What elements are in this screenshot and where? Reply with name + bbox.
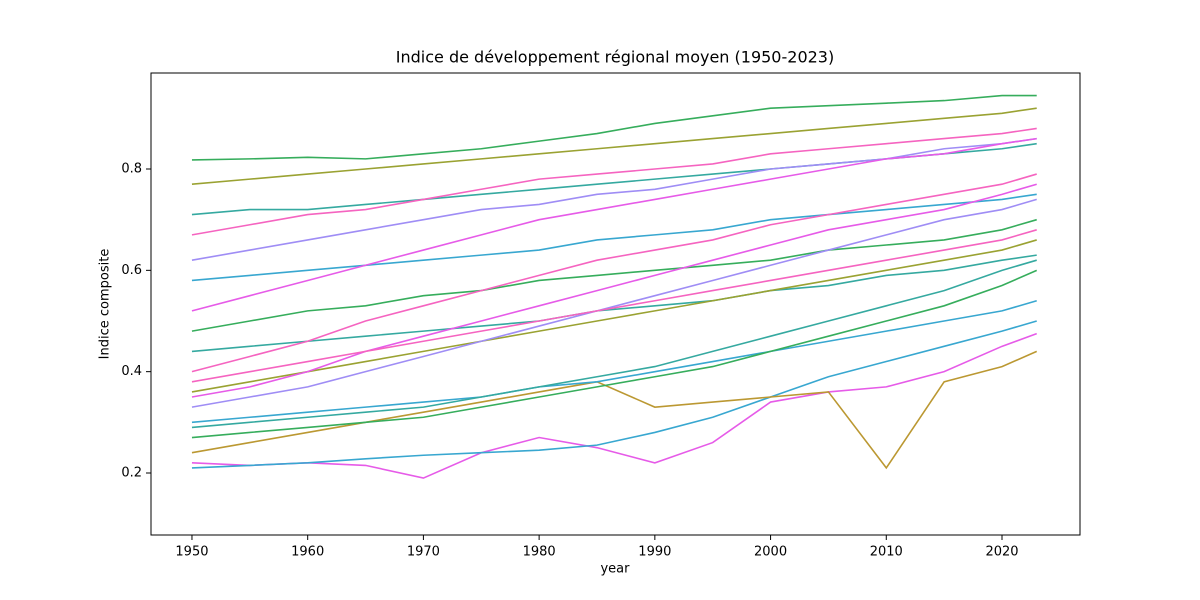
- x-axis-label: year: [600, 562, 630, 577]
- chart-title: Indice de développement régional moyen (…: [396, 48, 834, 67]
- series-line: [191, 107, 1037, 186]
- series-line: [191, 299, 1037, 424]
- series-line: [191, 332, 1037, 479]
- series-line: [191, 198, 1037, 408]
- series-line: [191, 173, 1037, 373]
- y-tick-label: 0.2: [121, 465, 142, 480]
- x-tick-label: 2010: [870, 545, 903, 560]
- series-line: [191, 183, 1037, 398]
- y-tick-label: 0.8: [121, 162, 142, 177]
- plot-area: [191, 94, 1038, 479]
- series-line: [191, 239, 1037, 393]
- plot-frame: [150, 72, 1081, 536]
- series-line: [191, 137, 1037, 312]
- y-axis-label: Indice composite: [98, 249, 113, 360]
- series-line: [191, 350, 1038, 470]
- x-tick-label: 1980: [523, 545, 556, 560]
- series-line: [191, 254, 1037, 353]
- series-line: [191, 320, 1037, 469]
- x-tick-label: 1970: [407, 545, 440, 560]
- series-line: [191, 229, 1037, 383]
- series-line: [191, 127, 1037, 236]
- x-tick-label: 1950: [175, 545, 208, 560]
- series-line: [191, 137, 1037, 261]
- series-line: [191, 259, 1037, 429]
- series-line: [191, 94, 1037, 161]
- x-tick-label: 1990: [638, 545, 671, 560]
- series-line: [191, 193, 1037, 282]
- series-line: [191, 218, 1037, 332]
- x-tick-label: 2000: [754, 545, 787, 560]
- series-line: [191, 269, 1038, 439]
- x-tick-label: 1960: [291, 545, 324, 560]
- y-tick-label: 0.6: [121, 263, 142, 278]
- y-tick-label: 0.4: [121, 364, 142, 379]
- x-tick-label: 2020: [985, 545, 1018, 560]
